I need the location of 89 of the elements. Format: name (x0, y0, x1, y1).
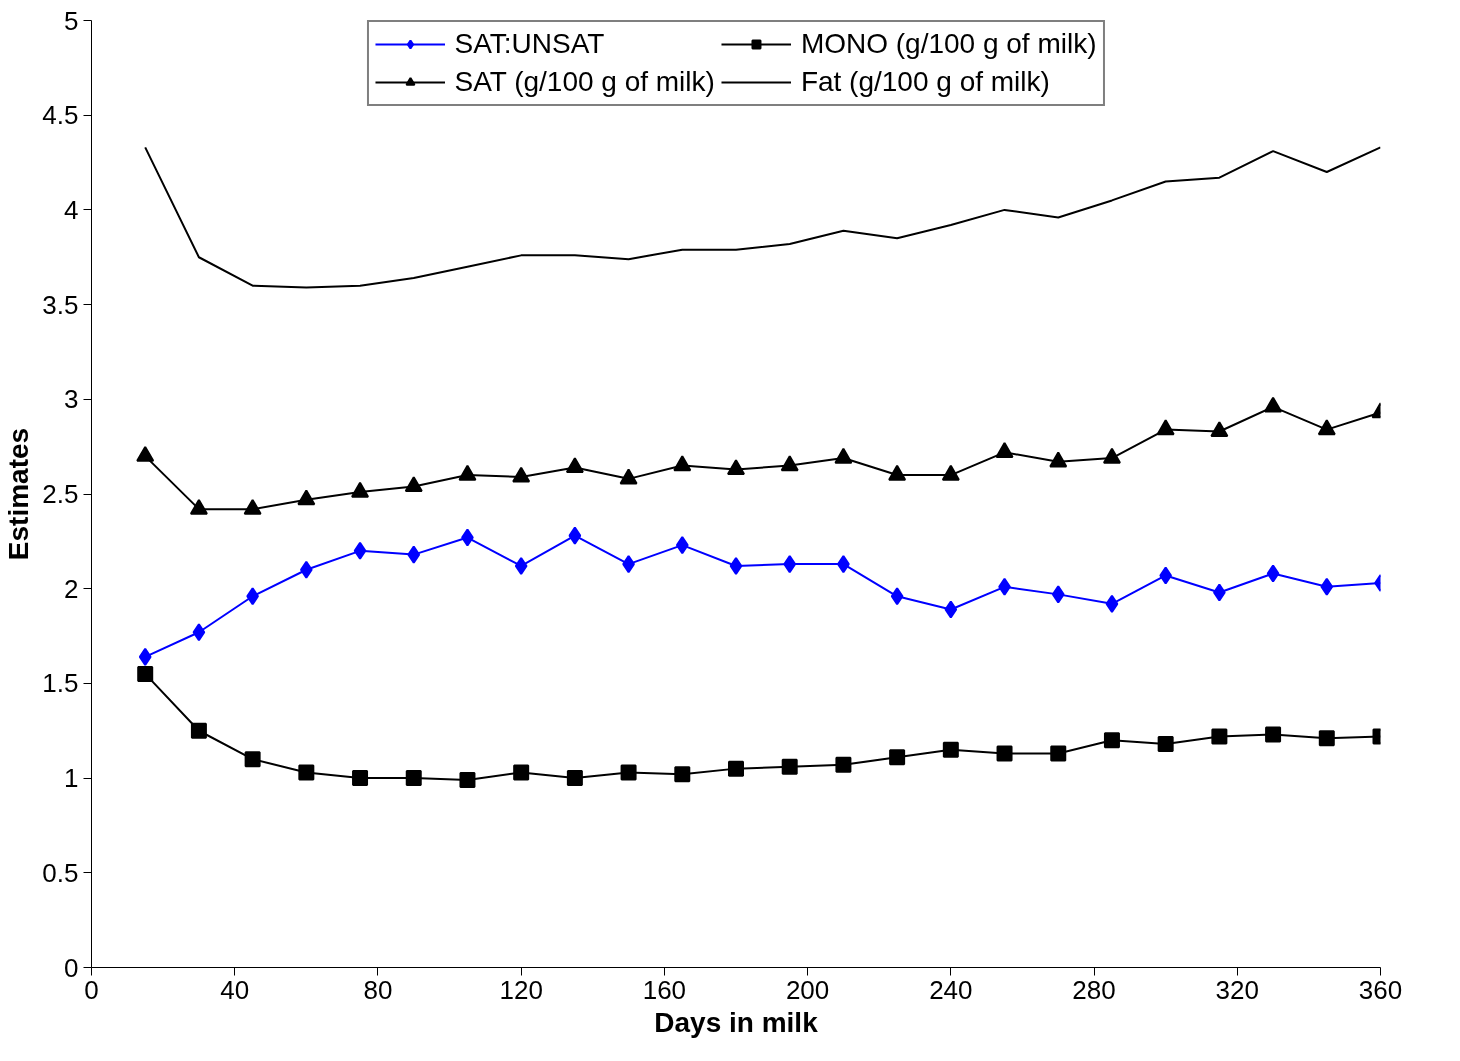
point (353, 541, 367, 560)
point (727, 459, 745, 475)
point (1102, 447, 1121, 464)
y-tick-label: 1.5 (42, 668, 79, 699)
point (941, 464, 960, 481)
x-tick-label: 280 (1072, 974, 1116, 1005)
point (137, 665, 154, 682)
point (996, 745, 1013, 762)
point (1264, 396, 1283, 413)
y-tick-label: 1 (64, 763, 79, 794)
point (1103, 732, 1120, 749)
y-tick-label: 2 (64, 573, 79, 604)
x-tick-label: 240 (929, 974, 973, 1005)
point (566, 770, 583, 787)
point (514, 556, 528, 575)
point (1210, 421, 1229, 438)
point (619, 468, 638, 485)
point (942, 741, 959, 758)
point (1318, 730, 1335, 747)
point (1317, 419, 1336, 436)
point (1265, 726, 1282, 743)
point (781, 758, 798, 775)
point (783, 555, 797, 574)
legend-label: SAT:UNSAT (454, 28, 605, 60)
point (512, 466, 531, 483)
point (297, 489, 316, 506)
point (190, 722, 207, 739)
x-tick-label: 360 (1358, 974, 1403, 1005)
point (136, 445, 155, 462)
point (192, 623, 206, 642)
point (1211, 728, 1228, 745)
point (243, 498, 262, 515)
point (728, 760, 744, 777)
point (298, 764, 315, 781)
point (1105, 594, 1119, 613)
x-tick-label: 80 (363, 974, 393, 1005)
point (352, 770, 369, 787)
point (459, 771, 476, 788)
point (1049, 451, 1068, 468)
point (673, 455, 692, 472)
point (675, 536, 689, 555)
point (565, 457, 584, 474)
x-axis-title: Days in milk (654, 1006, 819, 1038)
point (1050, 745, 1067, 762)
point (1320, 577, 1334, 596)
y-axis-title: Estimates (3, 427, 35, 561)
point (1157, 736, 1174, 753)
point (780, 455, 799, 472)
point (1051, 585, 1065, 604)
point (405, 770, 422, 787)
point (834, 447, 853, 464)
x-tick-label: 40 (220, 974, 250, 1005)
point (404, 476, 423, 493)
x-tick-label: 120 (499, 974, 543, 1005)
x-tick-label: 200 (785, 974, 830, 1005)
y-tick-label: 2.5 (42, 479, 79, 509)
line-series (144, 146, 1381, 289)
point (1156, 419, 1175, 436)
y-tick-label: 0.5 (42, 857, 79, 888)
point (138, 647, 152, 666)
legend-label: SAT (g/100 g of milk) (454, 66, 715, 98)
y-tick-label: 0 (64, 952, 79, 983)
point (888, 464, 907, 481)
point (568, 526, 582, 545)
point (944, 600, 958, 619)
point (458, 464, 477, 481)
x-tick-label: 320 (1215, 974, 1259, 1005)
legend-label: MONO (g/100 g of milk) (800, 28, 1097, 60)
point (889, 749, 906, 766)
y-tick-label: 4 (64, 194, 79, 225)
point (351, 481, 370, 498)
point (1266, 564, 1280, 583)
y-tick-label: 3 (64, 384, 79, 415)
point (620, 764, 637, 781)
point (513, 764, 530, 781)
point (189, 498, 208, 515)
x-tick-label: 160 (642, 974, 687, 1005)
y-tick-label: 5 (64, 5, 79, 36)
y-tick-label: 3.5 (42, 289, 79, 320)
legend-label: Fat (g/100 g of milk) (800, 66, 1050, 98)
point (729, 556, 743, 575)
x-tick-label: 0 (84, 974, 99, 1005)
point (995, 442, 1014, 458)
point (835, 756, 852, 773)
point (244, 751, 261, 768)
point (407, 545, 421, 564)
point (890, 587, 904, 606)
point (674, 766, 691, 783)
y-tick-label: 4.5 (42, 100, 79, 131)
